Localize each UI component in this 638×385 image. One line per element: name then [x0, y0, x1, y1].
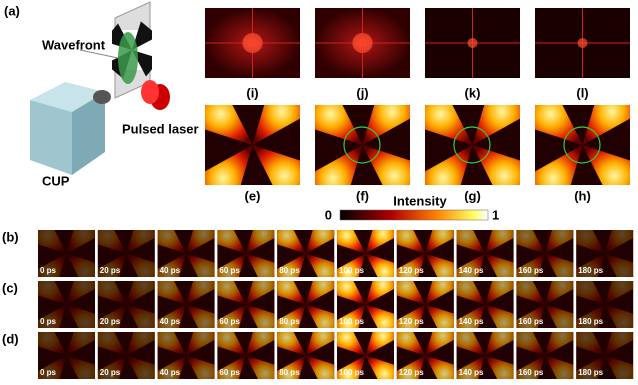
- panel-label: (f): [356, 188, 369, 203]
- setup-diagram: [30, 2, 170, 175]
- row-label: (d): [2, 331, 19, 346]
- wavefront-label: Wavefront: [42, 37, 106, 52]
- frame-time: 160 ps: [518, 266, 543, 275]
- frame-time: 60 ps: [219, 317, 240, 326]
- panel-label: (g): [464, 188, 481, 203]
- frame-time: 120 ps: [399, 266, 424, 275]
- laser-label: Pulsed laser: [122, 121, 199, 136]
- row-label: (b): [2, 229, 19, 244]
- frame-time: 0 ps: [40, 368, 57, 377]
- colorbar-max: 1: [492, 207, 499, 222]
- frame-time: 100 ps: [339, 368, 364, 377]
- frame-time: 40 ps: [160, 266, 181, 275]
- panel-label: (l): [576, 85, 588, 100]
- frame-time: 180 ps: [578, 368, 603, 377]
- panel-label: (a): [4, 3, 20, 18]
- colorbar-min: 0: [325, 207, 332, 222]
- frame-time: 160 ps: [518, 317, 543, 326]
- frame-time: 0 ps: [40, 266, 57, 275]
- spectrum-panel: [425, 8, 520, 78]
- frame-time: 80 ps: [279, 266, 300, 275]
- frame-time: 40 ps: [160, 317, 181, 326]
- frame-time: 100 ps: [339, 266, 364, 275]
- frame-time: 140 ps: [459, 317, 484, 326]
- frame-time: 140 ps: [459, 266, 484, 275]
- spectrum-panel: [535, 8, 630, 78]
- spectrum-panel: [315, 8, 410, 78]
- frame-time: 80 ps: [279, 368, 300, 377]
- frame-time: 20 ps: [100, 266, 121, 275]
- frame-time: 160 ps: [518, 368, 543, 377]
- frame-time: 180 ps: [578, 317, 603, 326]
- frame-time: 80 ps: [279, 317, 300, 326]
- spectrum-panel: [205, 8, 300, 78]
- frame-time: 120 ps: [399, 317, 424, 326]
- figure: (a) Wavefront Pulsed laser CUP Intensity…: [0, 0, 638, 385]
- frame-time: 60 ps: [219, 266, 240, 275]
- panel-label: (h): [574, 188, 591, 203]
- frame-time: 120 ps: [399, 368, 424, 377]
- colorbar-label: Intensity: [393, 193, 447, 208]
- panel-label: (i): [246, 85, 258, 100]
- panel-label: (j): [356, 85, 368, 100]
- frame-time: 140 ps: [459, 368, 484, 377]
- colorbar: [340, 210, 488, 220]
- cup-label: CUP: [42, 173, 70, 188]
- frame-time: 180 ps: [578, 266, 603, 275]
- frame-time: 0 ps: [40, 317, 57, 326]
- frame-time: 100 ps: [339, 317, 364, 326]
- frame-time: 40 ps: [160, 368, 181, 377]
- frame-time: 60 ps: [219, 368, 240, 377]
- panel-label: (k): [465, 85, 481, 100]
- frame-time: 20 ps: [100, 368, 121, 377]
- panel-label: (e): [245, 188, 261, 203]
- frame-time: 20 ps: [100, 317, 121, 326]
- row-label: (c): [2, 280, 18, 295]
